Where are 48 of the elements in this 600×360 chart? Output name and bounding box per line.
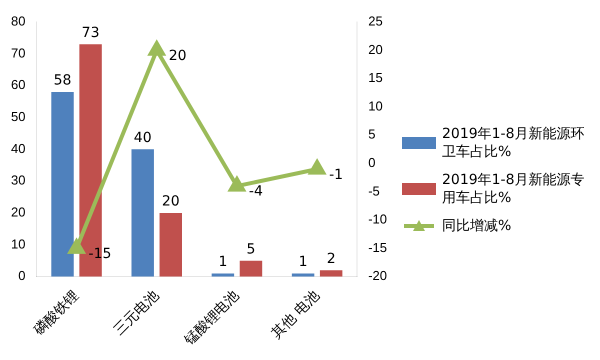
- x-tick-label: 磷酸铁锂: [30, 288, 82, 340]
- bar: [160, 212, 182, 277]
- data-label: 20: [168, 48, 187, 64]
- y-tick-label: 30: [10, 172, 26, 188]
- y2-tick-label: 20: [368, 42, 383, 57]
- x-tick-label: 三元电池: [111, 288, 162, 339]
- y-tick-label: 40: [10, 140, 26, 156]
- y2-tick-label: -15: [368, 240, 388, 255]
- point: [68, 239, 85, 254]
- bar: [131, 149, 154, 277]
- y-tick-label: 50: [10, 109, 26, 124]
- y2-tick-label: 0: [368, 155, 376, 170]
- y2-tick-label: -10: [368, 212, 388, 227]
- data-label: 2: [326, 250, 336, 267]
- data-label: 58: [54, 72, 72, 89]
- point: [228, 177, 245, 192]
- legend-label: 2019年1-8月新能源环卫车占比%: [442, 125, 586, 161]
- bar: [212, 273, 234, 277]
- data-label: 20: [162, 194, 180, 210]
- y2-tick-label: 5: [368, 126, 376, 142]
- y-tick-label: 0: [18, 268, 26, 284]
- bar: [240, 260, 262, 277]
- data-label: 73: [82, 24, 100, 41]
- data-label: 1: [298, 254, 308, 270]
- x-tick-label: 锰酸锂电池: [180, 288, 242, 350]
- data-label: 1: [218, 254, 228, 270]
- y2-tick-label: -5: [368, 183, 380, 198]
- bar: [51, 92, 74, 277]
- x-tick-label: 其他 电池: [268, 288, 323, 342]
- point: [148, 41, 165, 56]
- data-label: 40: [134, 130, 152, 146]
- data-label: -1: [329, 166, 344, 183]
- y-tick-label: 20: [10, 204, 26, 220]
- point: [309, 160, 326, 175]
- y2-tick-label: 10: [368, 98, 383, 114]
- bar: [320, 270, 342, 277]
- y2-tick-label: 15: [368, 70, 383, 86]
- y-tick-label: 80: [10, 14, 26, 29]
- y-tick-label: 60: [10, 77, 26, 92]
- legend-label: 2019年1-8月新能源专用车占比%: [442, 171, 586, 207]
- bar: [292, 273, 314, 277]
- legend-label: 同比增减%: [442, 217, 512, 235]
- data-label: -4: [248, 184, 263, 200]
- data-label: 5: [246, 241, 256, 258]
- y-tick-label: 10: [10, 236, 26, 252]
- y2-tick-label: 25: [368, 14, 383, 29]
- y-tick-label: 70: [10, 45, 26, 60]
- y2-tick-label: -20: [368, 268, 388, 284]
